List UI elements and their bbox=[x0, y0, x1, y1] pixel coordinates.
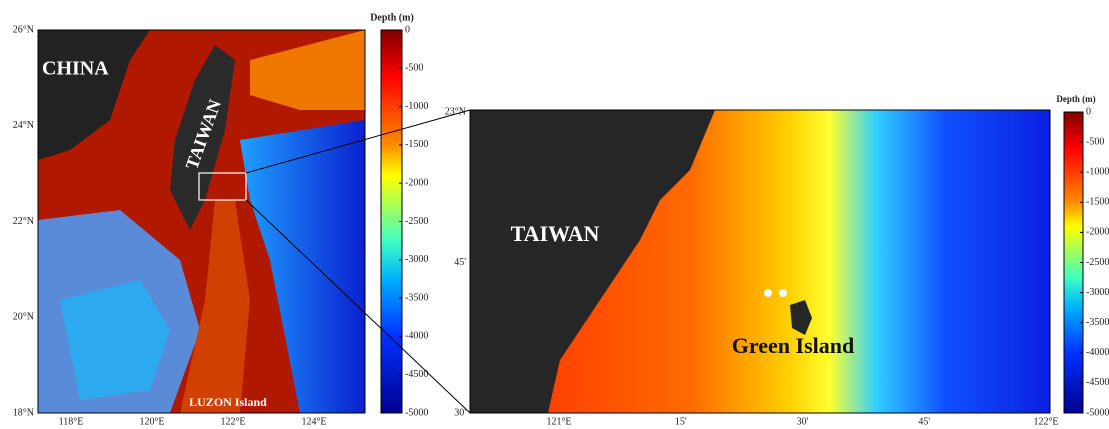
lon-label: 121°E bbox=[546, 416, 571, 427]
lat-label: 20°N bbox=[13, 312, 34, 323]
colorbar-tick-label: -2500 bbox=[405, 216, 428, 227]
colorbar-tick-label: 0 bbox=[405, 24, 410, 35]
figure: CHINA TAIWAN LUZON Island Depth (m) TAIW… bbox=[0, 0, 1109, 429]
colorbar-tick-label: -2000 bbox=[1086, 227, 1109, 238]
colorbar-tick-label: -5000 bbox=[405, 407, 428, 418]
lon-label: 15' bbox=[675, 416, 687, 427]
colorbar-tick-label: -1000 bbox=[405, 101, 428, 112]
colorbar-tick-label: -4000 bbox=[1086, 347, 1109, 358]
colorbar-title: Depth (m) bbox=[1056, 94, 1095, 104]
lon-label: 124°E bbox=[301, 416, 326, 427]
colorbar-tick-label: -2000 bbox=[405, 177, 428, 188]
lon-label: 122°E bbox=[220, 416, 245, 427]
right-map: TAIWAN Green Island bbox=[470, 110, 1050, 413]
lat-label: 26°N bbox=[13, 24, 34, 35]
lat-label: 22°N bbox=[13, 216, 34, 227]
lat-label: 23°N bbox=[445, 106, 466, 117]
map-label: TAIWAN bbox=[511, 221, 600, 246]
left-map: CHINA TAIWAN LUZON Island bbox=[38, 30, 365, 413]
colorbar-tick-label: -3000 bbox=[405, 254, 428, 265]
colorbar-tick-label: -4500 bbox=[405, 369, 428, 380]
colorbar-tick-label: -500 bbox=[405, 63, 423, 74]
lat-label: 30' bbox=[454, 407, 466, 418]
map-label: CHINA bbox=[42, 58, 109, 80]
colorbar bbox=[381, 30, 402, 413]
map-label: Green Island bbox=[732, 333, 854, 358]
colorbar-tick-label: -4500 bbox=[1086, 377, 1109, 388]
colorbar-tick-label: -4000 bbox=[405, 331, 428, 342]
colorbar-tick-label: -3500 bbox=[405, 292, 428, 303]
colorbar-tick-label: -500 bbox=[1086, 136, 1104, 147]
site-marker bbox=[779, 289, 787, 297]
colorbar-tick-label: -5000 bbox=[1086, 407, 1109, 418]
lon-label: 118°E bbox=[59, 416, 84, 427]
colorbar-tick-label: -1000 bbox=[1086, 166, 1109, 177]
lon-label: 45' bbox=[918, 416, 930, 427]
colorbar-tick-label: -3500 bbox=[1086, 317, 1109, 328]
colorbar-title: Depth (m) bbox=[370, 12, 414, 23]
lat-label: 24°N bbox=[13, 120, 34, 131]
lat-label: 18°N bbox=[13, 407, 34, 418]
lon-label: 122°E bbox=[1033, 416, 1058, 427]
lon-label: 120°E bbox=[139, 416, 164, 427]
colorbar-tick-label: 0 bbox=[1086, 106, 1091, 117]
colorbar-tick-label: -1500 bbox=[405, 139, 428, 150]
lon-label: 30' bbox=[797, 416, 809, 427]
colorbar-tick-label: -1500 bbox=[1086, 197, 1109, 208]
map-label: LUZON Island bbox=[189, 395, 267, 409]
colorbar-tick-label: -2500 bbox=[1086, 257, 1109, 268]
lat-label: 45' bbox=[454, 257, 466, 268]
site-marker bbox=[764, 289, 772, 297]
colorbar-tick-label: -3000 bbox=[1086, 287, 1109, 298]
